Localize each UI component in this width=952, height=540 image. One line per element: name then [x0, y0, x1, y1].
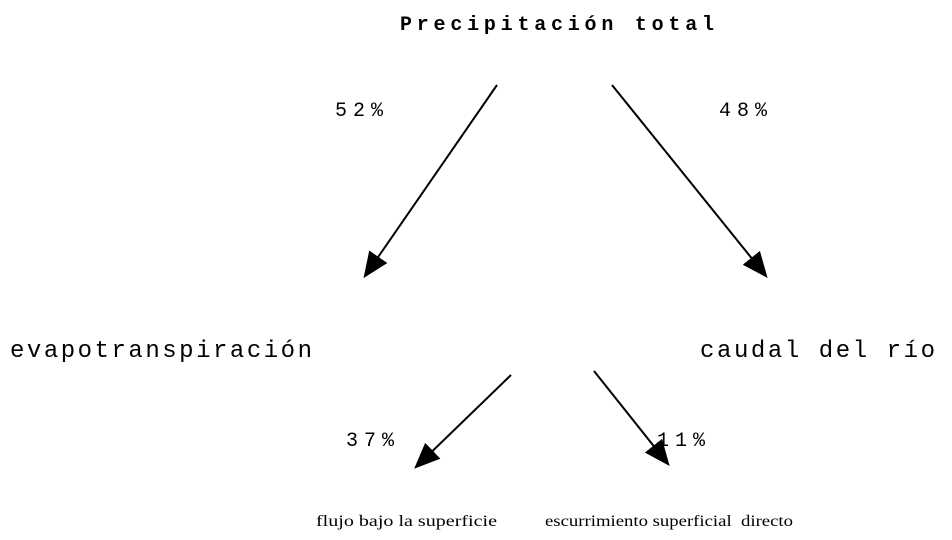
- arrow: [593, 370, 670, 467]
- edge-label: 11%: [657, 430, 706, 453]
- node-label: escurrimiento superficial directo: [545, 513, 793, 530]
- edge-label: 52%: [335, 100, 384, 123]
- node-label: evapotranspiración: [10, 338, 312, 365]
- title: Precipitación total: [400, 14, 714, 37]
- edge-label: 37%: [346, 430, 395, 453]
- node-label: caudal del río: [700, 338, 935, 365]
- arrow: [363, 84, 498, 279]
- node-label: flujo bajo la superficie: [316, 513, 497, 530]
- arrow: [611, 84, 768, 279]
- arrow: [414, 374, 512, 469]
- edge-label: 48%: [719, 100, 768, 123]
